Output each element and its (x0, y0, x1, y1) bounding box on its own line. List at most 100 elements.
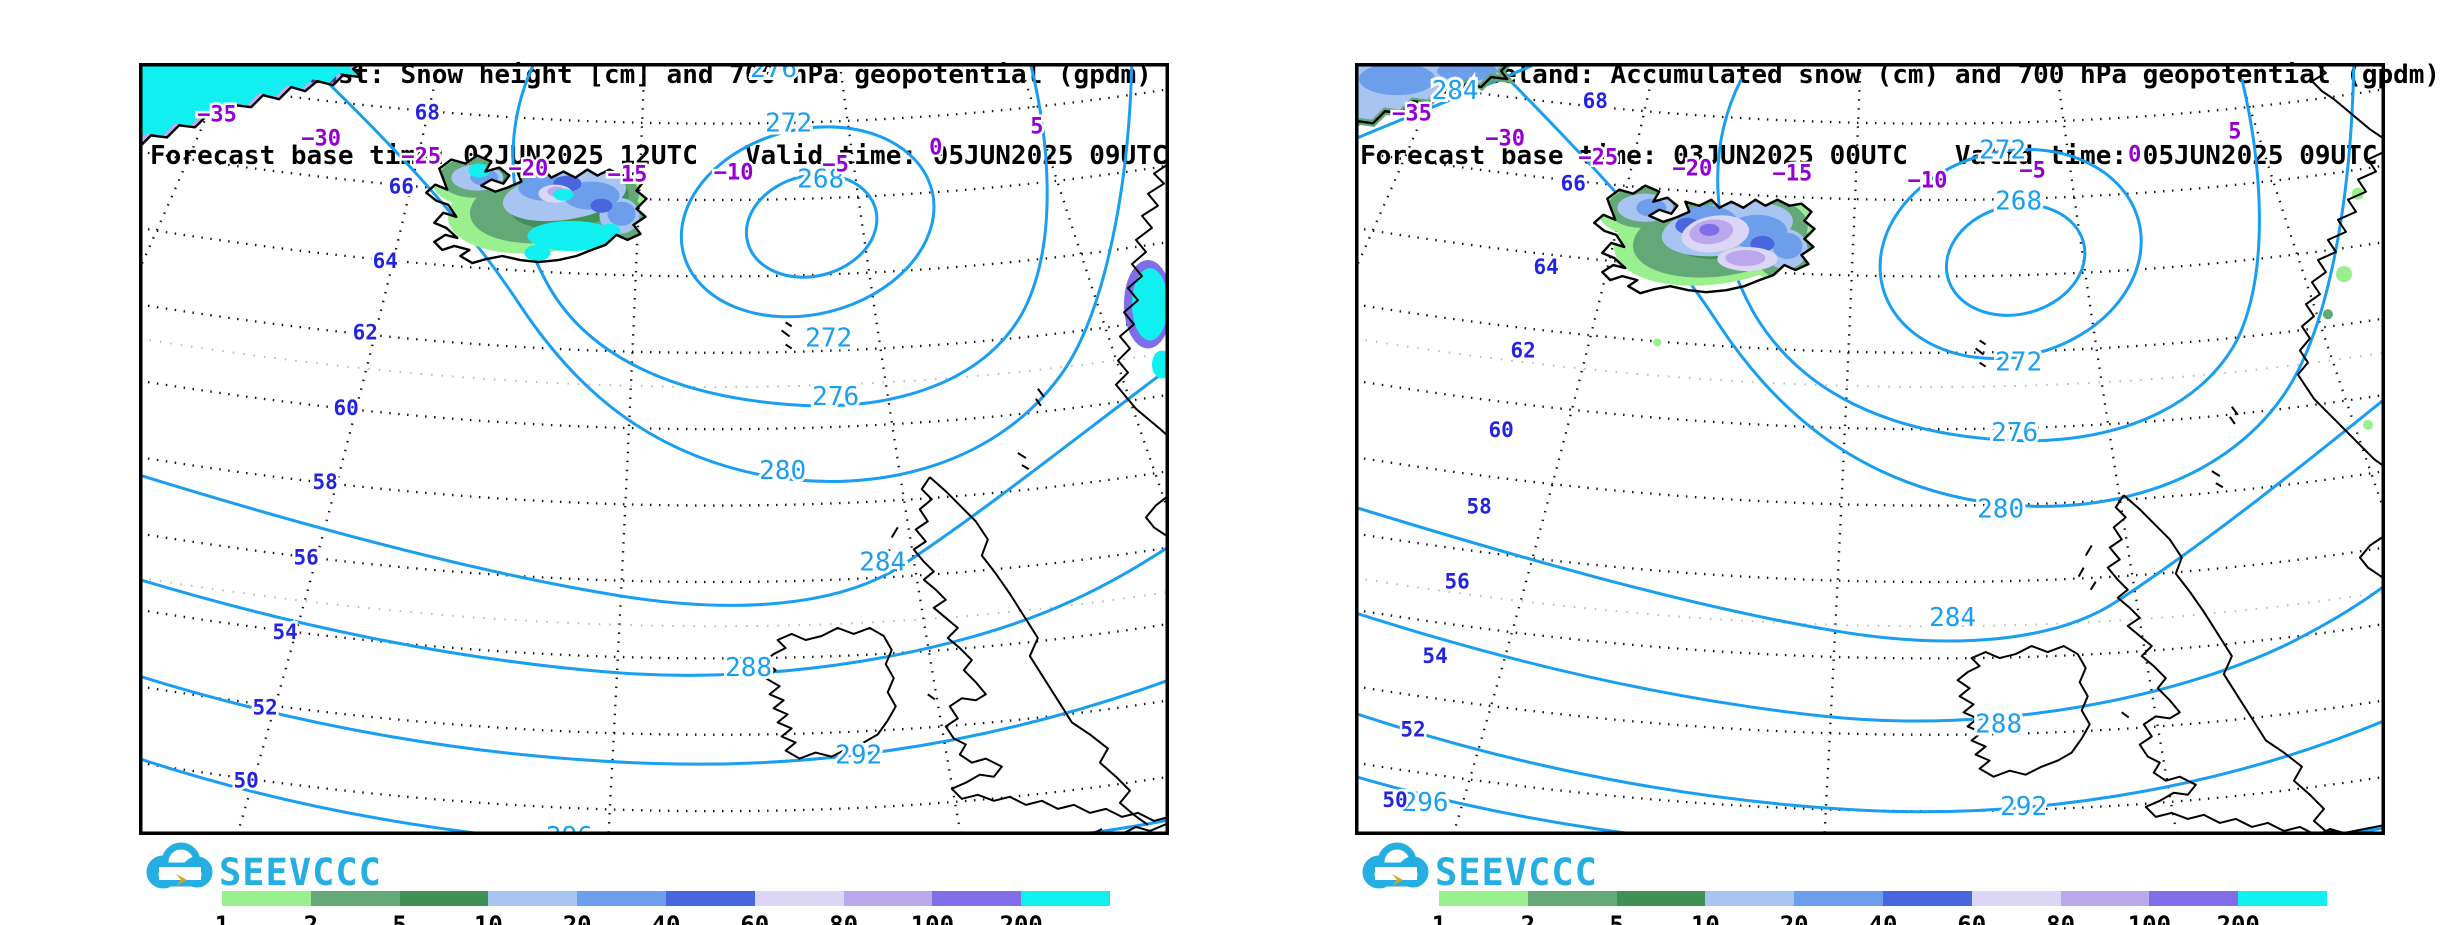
legend-segment (1616, 891, 1706, 906)
contour-label: 292 (835, 741, 882, 771)
legend-label: 2 (303, 911, 319, 925)
greenland-snow-fill (139, 63, 358, 140)
latitude-label: 62 (1511, 337, 1536, 362)
legend-label: 10 (1690, 911, 1720, 925)
logo-text: SEEVCCC (1435, 851, 1598, 894)
contour-label: 276 (750, 63, 797, 84)
temperature-label: −25 (1578, 145, 1618, 170)
temperature-label: −10 (714, 161, 754, 186)
graticule (139, 63, 1169, 835)
legend-label: 5 (1609, 911, 1624, 925)
faroe-islands (1975, 339, 1987, 368)
temperature-label: −15 (608, 163, 648, 188)
iceland (1593, 184, 1816, 347)
panel-title-dream8: DREAM8-Iceland: Accumulated snow (cm) an… (1360, 8, 2440, 224)
latitude-label: 64 (373, 248, 398, 273)
legend-label: 20 (562, 911, 592, 925)
arrow-icon (1385, 874, 1403, 886)
temperature-label: −30 (301, 126, 341, 151)
legend-label: 200 (2216, 911, 2260, 925)
contour-label: 276 (812, 382, 859, 412)
legend-segment (1971, 891, 2062, 906)
shetland-islands (1035, 388, 1045, 407)
contour-label: 276 (1991, 418, 2038, 448)
greenland-coast (1355, 63, 1515, 130)
contour-label: 268 (1995, 187, 2042, 217)
latitude-label: 54 (1422, 643, 1447, 668)
temperature-label: −25 (401, 144, 441, 169)
hebrides-islands (883, 526, 936, 701)
norway-coast (2296, 63, 2385, 581)
seevccc-logo: SEEVCCC (1362, 842, 1598, 894)
temperature-labels: −35 −30 −25 −20 −15 −10 −5 0 5 (195, 100, 1046, 190)
latitude-label: 60 (1488, 417, 1513, 442)
legend-label: 100 (910, 911, 955, 925)
legend-segment (1883, 891, 1973, 906)
legend-label: 1 (214, 911, 230, 925)
temperature-label: −20 (509, 157, 549, 182)
hebrides-islands (2077, 544, 2130, 719)
map-svg-ecmwf: 276 272 268 272 276 280 284 288 292 296 … (139, 63, 1169, 835)
legend-label: 20 (1779, 911, 1809, 925)
latitude-label: 50 (1382, 787, 1407, 812)
legend-label: 10 (473, 911, 503, 925)
legend-label: 60 (1957, 911, 1987, 925)
title-line2: Forecast base time: 03JUN2025 00UTC Vali… (1360, 141, 2378, 171)
temperature-label: 0 (929, 135, 942, 160)
legend-segment (2149, 891, 2239, 906)
britain-east-coast (2123, 494, 2333, 835)
greenland-coast (139, 63, 363, 149)
legend-segment (222, 891, 312, 906)
graticule (1355, 63, 2385, 835)
ireland-coastline (1956, 645, 2091, 778)
latitude-label: 50 (233, 768, 258, 793)
temperature-label: −5 (822, 153, 848, 178)
legend-label: 60 (740, 911, 770, 925)
geopotential-contours (1355, 63, 2385, 835)
contour-label: 272 (1979, 135, 2026, 165)
latitude-label: 66 (1561, 171, 1586, 196)
latitude-labels: 68 66 64 62 60 58 56 54 52 50 (1380, 86, 1610, 815)
legend: 1 2 5 10 20 40 60 80 100 200 (1432, 891, 2328, 925)
arrow-icon (169, 874, 187, 886)
iceland-coastline (425, 154, 648, 265)
latitude-label: 56 (294, 545, 319, 570)
temperature-label: 0 (2128, 142, 2141, 167)
legend-label: 80 (2046, 911, 2076, 925)
geopotential-contours (139, 63, 1169, 835)
latitude-label: 58 (1466, 493, 1491, 518)
norway-snow-cyan (1131, 268, 1168, 341)
legend-segment (666, 891, 756, 906)
norway-coast (1114, 162, 1169, 541)
contour-labels: 284 272 268 272 276 280 284 288 292 296 (1399, 73, 2051, 825)
contour-labels: 276 272 268 272 276 280 284 288 292 296 (543, 63, 909, 835)
legend-label: 1 (1431, 911, 1447, 925)
latitude-label: 52 (252, 694, 277, 719)
graticule-secondary (1355, 337, 2385, 628)
legend-label: 200 (999, 911, 1043, 925)
legend-label: 40 (1868, 911, 1898, 925)
contour-label: 280 (1977, 494, 2024, 524)
contour-label: 284 (859, 548, 906, 578)
latitude-label: 60 (334, 395, 359, 420)
latitude-label: 58 (313, 469, 338, 494)
latitude-label: 68 (1583, 88, 1608, 113)
latitude-label: 68 (415, 99, 440, 124)
orkney-islands (1017, 452, 1030, 470)
legend: 1 2 5 10 20 40 60 80 100 200 (215, 891, 1111, 925)
seevccc-logo: SEEVCCC (146, 842, 381, 894)
latitude-label: 64 (1534, 254, 1559, 279)
contour-label: 272 (805, 323, 852, 353)
shetland-islands (2229, 406, 2239, 425)
latitude-label: 62 (353, 319, 378, 344)
temperature-label: −5 (2019, 159, 2045, 184)
temperature-label: −10 (1908, 169, 1948, 194)
legend-label: 40 (651, 911, 681, 925)
british-isles (762, 321, 1169, 835)
cloud-icon (1362, 842, 1429, 889)
iceland-coastline (1593, 184, 1816, 295)
contour-label: 288 (1975, 709, 2022, 739)
legend-segment (577, 891, 667, 906)
map-frame (139, 63, 1169, 835)
legend-segment (932, 891, 1022, 906)
